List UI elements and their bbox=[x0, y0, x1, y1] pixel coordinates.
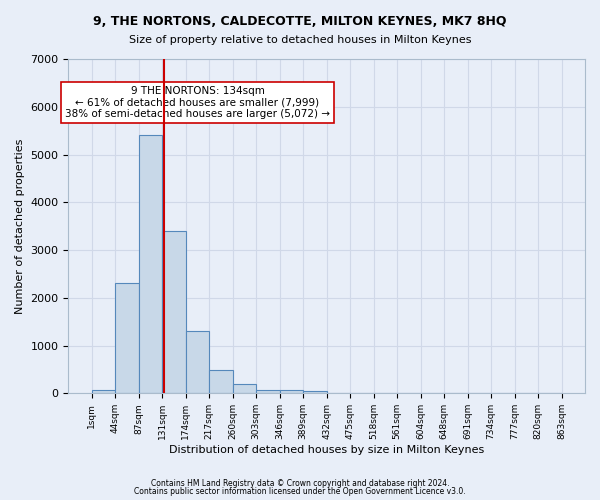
Bar bbox=[209, 370, 233, 394]
Y-axis label: Number of detached properties: Number of detached properties bbox=[15, 138, 25, 314]
Bar bbox=[92, 390, 115, 394]
Text: 9, THE NORTONS, CALDECOTTE, MILTON KEYNES, MK7 8HQ: 9, THE NORTONS, CALDECOTTE, MILTON KEYNE… bbox=[93, 15, 507, 28]
Bar bbox=[256, 390, 280, 394]
Bar bbox=[115, 284, 139, 394]
Bar bbox=[186, 332, 209, 394]
Bar bbox=[233, 384, 256, 394]
Text: Size of property relative to detached houses in Milton Keynes: Size of property relative to detached ho… bbox=[129, 35, 471, 45]
Bar bbox=[280, 390, 303, 394]
Text: Contains HM Land Registry data © Crown copyright and database right 2024.: Contains HM Land Registry data © Crown c… bbox=[151, 478, 449, 488]
Bar bbox=[303, 392, 327, 394]
X-axis label: Distribution of detached houses by size in Milton Keynes: Distribution of detached houses by size … bbox=[169, 445, 484, 455]
Bar bbox=[163, 231, 186, 394]
Text: 9 THE NORTONS: 134sqm
← 61% of detached houses are smaller (7,999)
38% of semi-d: 9 THE NORTONS: 134sqm ← 61% of detached … bbox=[65, 86, 330, 119]
Bar bbox=[139, 136, 163, 394]
Text: Contains public sector information licensed under the Open Government Licence v3: Contains public sector information licen… bbox=[134, 487, 466, 496]
